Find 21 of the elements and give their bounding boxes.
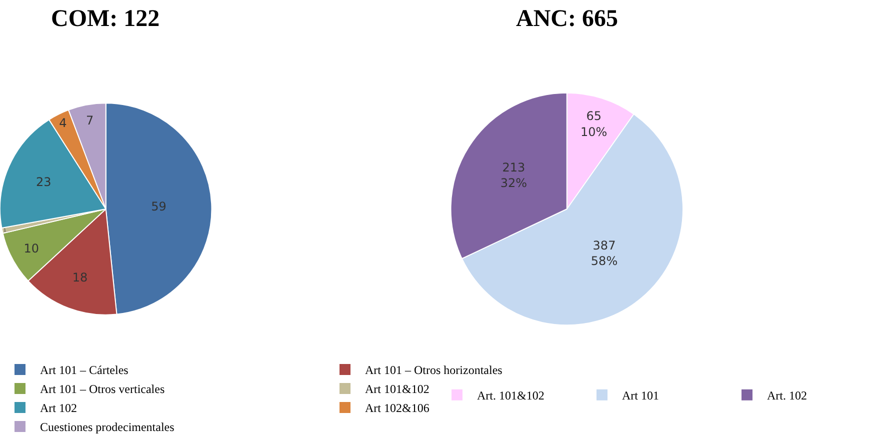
- legend-label: Art 101 – Otros horizontales: [365, 363, 503, 378]
- legend-label: Art 101 – Cárteles: [40, 363, 129, 378]
- legend-label: Art. 102: [767, 388, 807, 403]
- legend-label: Art 102: [40, 401, 77, 416]
- legend-label: Cuestiones prodecimentales: [40, 420, 175, 434]
- data-label: 10: [24, 242, 40, 256]
- data-label: 213 32%: [500, 160, 528, 190]
- data-label: 4: [59, 116, 67, 130]
- legend-label: Art. 101&102: [477, 388, 544, 403]
- data-label: 65 10%: [580, 109, 608, 139]
- legend-label: Art 101: [622, 388, 659, 403]
- legend-label: Art 102&106: [365, 401, 430, 416]
- legend-label: Art 101&102: [365, 382, 430, 396]
- chart-title: ANC: 665: [516, 6, 618, 32]
- data-label: 23: [36, 174, 52, 189]
- legend-label: Art 101 – Otros verticales: [40, 382, 165, 396]
- chart-title: COM: 122: [51, 6, 160, 32]
- data-label: 59: [151, 199, 166, 214]
- data-label: 7: [86, 114, 94, 128]
- data-label: 18: [72, 270, 88, 284]
- data-label: 387 58%: [590, 238, 618, 268]
